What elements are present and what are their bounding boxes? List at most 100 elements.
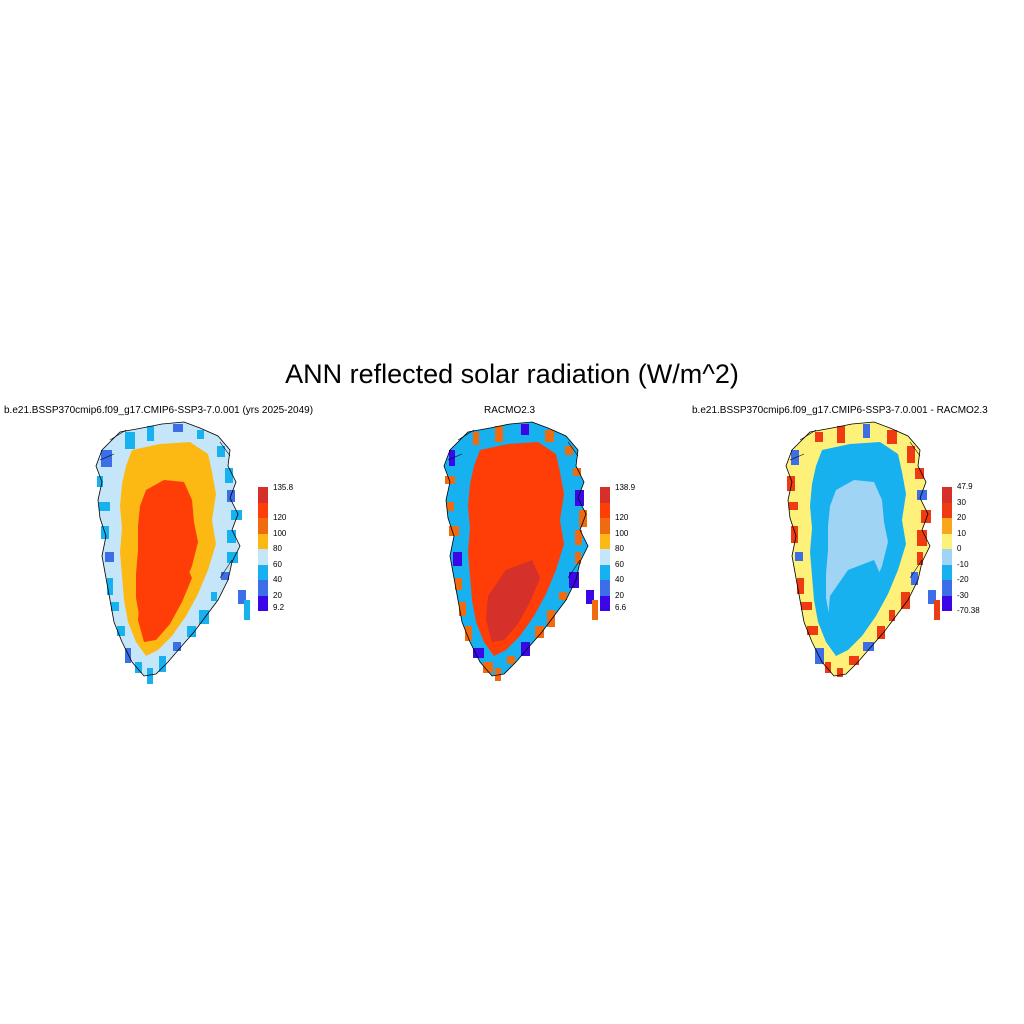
coastal-cell — [521, 424, 529, 435]
coastal-cell — [217, 446, 225, 457]
colorbar-label: 40 — [615, 575, 624, 584]
coastal-cell — [135, 662, 142, 673]
island-cell — [238, 590, 246, 604]
colorbar-swatch — [258, 595, 268, 611]
coastal-cell — [147, 668, 153, 684]
coastal-cell — [455, 578, 462, 590]
colorbar-swatch — [258, 564, 268, 580]
fjord-lines — [447, 429, 581, 579]
colorbar-label: 0 — [957, 544, 962, 553]
panel-title: b.e21.BSSP370cmip6.f09_g17.CMIP6-SSP3-7.… — [4, 405, 314, 416]
coastal-cell — [173, 642, 181, 651]
panel-title: b.e21.BSSP370cmip6.f09_g17.CMIP6-SSP3-7.… — [692, 405, 988, 416]
coastal-cell — [787, 476, 795, 491]
colorbar-swatch — [258, 549, 268, 565]
colorbar-label: 6.6 — [615, 603, 627, 612]
greenland-map — [443, 421, 598, 681]
coastal-cell — [901, 592, 910, 609]
colorbar-swatch — [258, 533, 268, 549]
island-cell — [586, 590, 594, 604]
coastal-cell — [575, 490, 584, 506]
coastal-cell — [917, 490, 927, 500]
coastal-cell — [221, 572, 229, 580]
colorbar-swatch — [942, 533, 952, 549]
colorbar-label: 120 — [273, 513, 287, 522]
coastal-cell — [453, 552, 462, 566]
coastal-cell — [887, 430, 897, 444]
coastline — [785, 421, 931, 677]
colorbar-label: 138.9 — [615, 483, 636, 492]
greenland-map — [785, 421, 940, 677]
coastal-cell — [559, 592, 567, 600]
coastal-cell — [889, 610, 895, 621]
coastal-cell — [97, 476, 103, 487]
colorbar-label: 120 — [615, 513, 629, 522]
panel-title: RACMO2.3 — [484, 405, 536, 416]
colorbar-label: 47.9 — [957, 482, 973, 491]
coastal-cell — [907, 446, 915, 463]
colorbar-swatch — [942, 487, 952, 503]
coastal-cell — [573, 468, 581, 476]
fjord-lines — [99, 429, 233, 579]
colorbar-label: 135.8 — [273, 483, 294, 492]
colorbar: 9.2 20 40 60 80 100 120 135.8 — [258, 483, 318, 621]
coastal-cell — [107, 578, 113, 595]
colorbar-swatch — [942, 518, 952, 534]
colorbar-label: 80 — [273, 544, 282, 553]
coastal-cell — [101, 526, 109, 539]
outer-field — [96, 422, 240, 676]
coastal-cell — [917, 530, 927, 546]
colorbar-swatch — [600, 487, 610, 503]
colorbar-label: 9.2 — [273, 603, 285, 612]
colorbar-swatch — [942, 502, 952, 518]
coastal-cell — [111, 602, 119, 611]
coastal-cell — [449, 450, 455, 466]
colorbar-swatch — [600, 595, 610, 611]
coastal-cell — [225, 468, 233, 483]
fjord-lines — [789, 429, 923, 579]
coastal-cell — [815, 432, 823, 442]
coastal-cell — [921, 510, 931, 523]
coastal-cell — [173, 424, 183, 432]
coastal-cell — [445, 476, 455, 484]
coastal-cell — [473, 648, 484, 658]
coastal-cell — [849, 656, 859, 665]
interior-band — [468, 442, 564, 656]
colorbar-label: -10 — [957, 559, 969, 569]
coastal-cell — [101, 450, 112, 467]
coastal-cell — [227, 530, 236, 543]
interior-core — [484, 480, 546, 636]
coastal-cell — [507, 656, 515, 664]
figure-title: ANN reflected solar radiation (W/m^2) — [285, 359, 739, 389]
colorbar-label: 20 — [273, 590, 282, 600]
colorbar-label: -30 — [957, 590, 969, 600]
colorbar-swatch — [942, 595, 952, 611]
coastal-cell — [197, 430, 204, 439]
interior-core — [826, 480, 888, 636]
interior-band — [810, 442, 906, 656]
colorbar-label: 80 — [615, 544, 624, 553]
coastal-cell — [789, 502, 798, 510]
coastal-cell — [575, 552, 581, 564]
coastal-cell — [579, 510, 587, 527]
colorbar-swatch — [600, 518, 610, 534]
island-cell — [244, 600, 250, 620]
coastal-cell — [147, 426, 154, 441]
coastal-cell — [483, 662, 493, 673]
interior-band — [120, 442, 216, 656]
coastal-cell — [863, 642, 874, 651]
coastal-cell — [911, 572, 918, 585]
interior-core — [136, 480, 198, 636]
colorbar-label: -70.38 — [957, 606, 980, 615]
coastal-cell — [227, 490, 235, 502]
colorbar-label: 40 — [273, 575, 282, 584]
coastal-cell — [187, 626, 196, 637]
colorbar-label: -20 — [957, 575, 969, 584]
coastal-cell — [125, 432, 135, 449]
coastal-cell — [807, 626, 818, 635]
coastal-cell — [535, 626, 544, 638]
